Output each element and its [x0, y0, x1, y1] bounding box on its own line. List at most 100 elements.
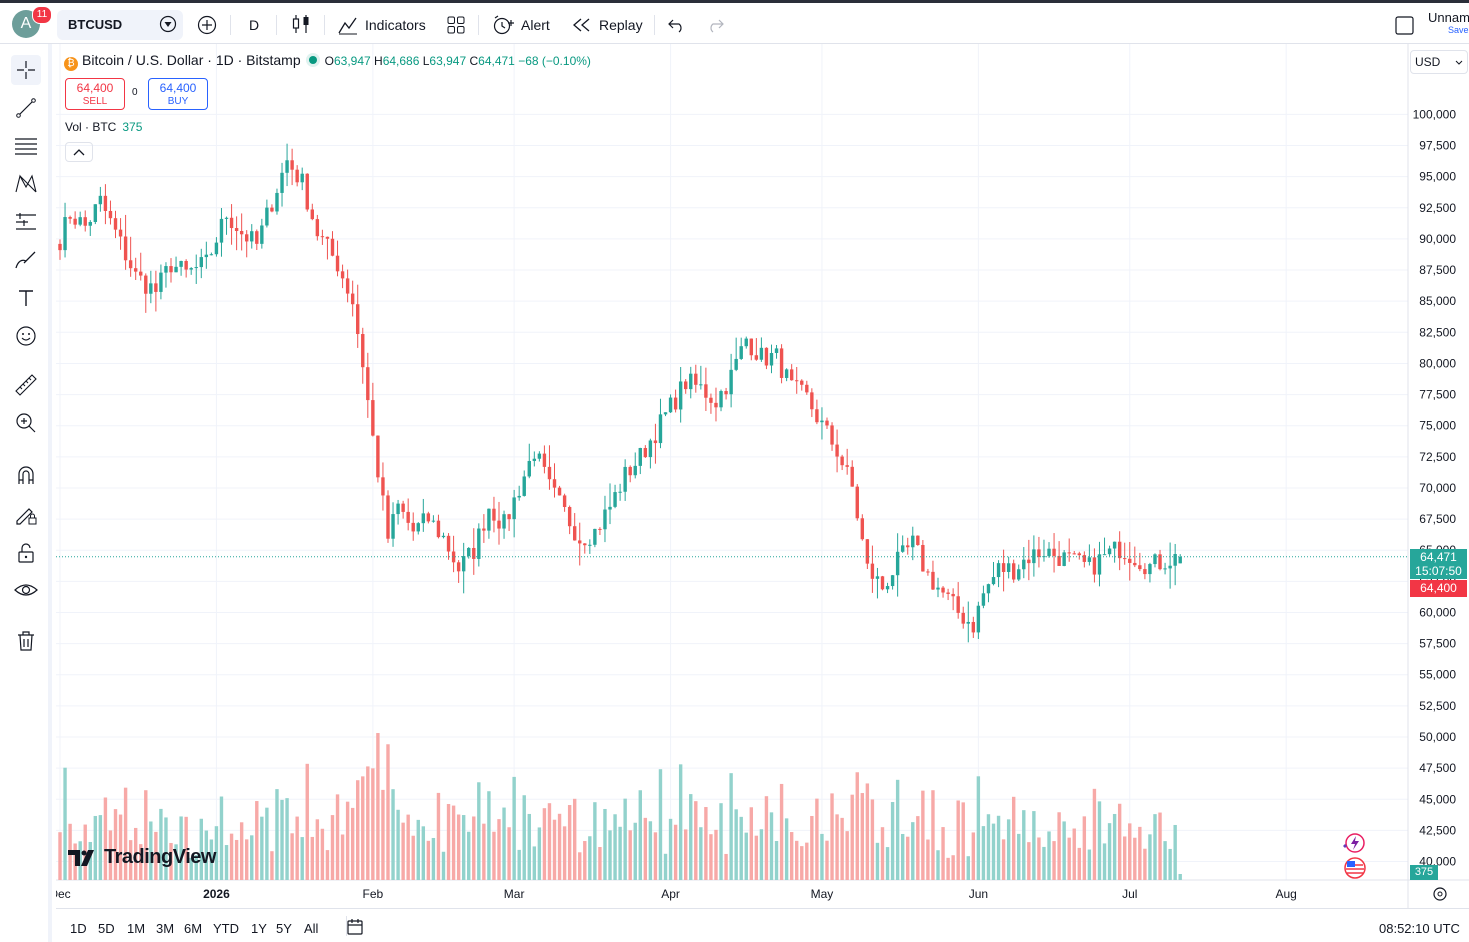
volume-bar [1087, 849, 1092, 880]
volume-bar [219, 796, 224, 880]
candle-body [628, 466, 632, 476]
templates-grid-icon[interactable] [447, 16, 465, 34]
volume-bar [245, 839, 249, 880]
range-1m[interactable]: 1M [127, 921, 146, 936]
range-all[interactable]: All [304, 921, 319, 936]
forecast-tool[interactable] [11, 207, 41, 237]
symbol-legend: ₿ Bitcoin / U.S. Dollar · 1D · Bitstamp O6… [64, 52, 591, 71]
measure-tool[interactable] [11, 370, 41, 400]
candle-body [436, 520, 441, 538]
trend-line-tool[interactable] [11, 93, 41, 123]
volume-bar [875, 842, 880, 880]
crosshair-tool[interactable] [11, 55, 41, 85]
toolbar-divider [324, 15, 325, 35]
candle-body [1067, 552, 1071, 554]
candle-body [890, 575, 895, 587]
interval-button[interactable]: D [249, 17, 260, 33]
alarm-clock-icon[interactable] [492, 14, 514, 36]
volume-bar [532, 846, 537, 880]
volume-bar [300, 837, 304, 880]
layout-save-status[interactable]: Save [1448, 25, 1469, 35]
magnet-tool[interactable] [11, 460, 41, 490]
collapse-legend-button[interactable] [65, 142, 93, 162]
candle-body [860, 518, 865, 540]
volume-bar [1153, 814, 1157, 880]
indicators-button[interactable]: Indicators [365, 17, 426, 33]
volume-bar [250, 835, 254, 880]
emoji-tool[interactable] [11, 321, 41, 351]
price-axis[interactable]: 100,000 97,500 95,000 92,500 90,000 87,500 85,… [1413, 107, 1457, 868]
replay-rewind-icon[interactable] [572, 17, 592, 33]
candle-body [335, 255, 340, 272]
price-tick-label: 77,500 [1419, 388, 1456, 402]
lightning-icon[interactable] [1341, 832, 1367, 854]
volume-bar [880, 827, 885, 880]
volume-bar [1158, 812, 1162, 880]
candle-body [855, 486, 859, 519]
symbol-search[interactable]: BTCUSD [57, 10, 183, 40]
volume-bar [1168, 848, 1172, 880]
candle-body [366, 367, 370, 401]
range-6m[interactable]: 6M [184, 921, 203, 936]
candle-body [951, 593, 955, 597]
fib-retracement-tool[interactable] [11, 131, 41, 161]
zoom-tool[interactable] [11, 408, 41, 438]
currency-select[interactable]: USD [1410, 50, 1468, 74]
brush-tool[interactable] [11, 245, 41, 275]
range-ytd[interactable]: YTD [213, 921, 239, 936]
candle-body [1062, 552, 1066, 566]
candle-body [719, 391, 723, 408]
fullscreen-layout-icon[interactable] [1395, 16, 1414, 35]
tradingview-watermark[interactable]: TradingView [68, 846, 216, 869]
volume-bar [663, 853, 668, 880]
toolbar-divider [654, 15, 655, 35]
redo-icon[interactable] [706, 17, 724, 33]
layout-name[interactable]: Unnam [1428, 10, 1469, 25]
candle-body [290, 160, 294, 170]
goto-date-calendar-icon[interactable] [345, 918, 365, 936]
series-title[interactable]: Bitcoin / U.S. Dollar · 1D · Bitstamp [82, 52, 301, 68]
bitcoin-logo-icon: ₿ [64, 57, 78, 71]
range-1y[interactable]: 1Y [251, 921, 267, 936]
compare-plus-icon[interactable] [197, 15, 217, 35]
range-5y[interactable]: 5Y [276, 921, 292, 936]
timezone-clock[interactable]: 08:52:10 UTC [1379, 921, 1460, 936]
range-3m[interactable]: 3M [156, 921, 175, 936]
hide-drawings-tool[interactable] [11, 576, 41, 606]
volume-bar [123, 787, 128, 880]
price-chart[interactable]: 100,000 97,500 95,000 92,500 90,000 87,500 85,… [56, 44, 1469, 908]
lock-drawings-tool[interactable] [11, 538, 41, 568]
alert-button[interactable]: Alert [521, 17, 550, 33]
volume-bar [810, 815, 814, 880]
pattern-tool[interactable] [11, 169, 41, 199]
volume-gear-icon[interactable] [1433, 887, 1447, 901]
range-5d[interactable]: 5D [98, 921, 115, 936]
indicators-icon[interactable] [338, 15, 358, 35]
volume-bar [184, 816, 188, 880]
market-open-status-icon[interactable] [308, 56, 317, 64]
sell-button[interactable]: 64,400 SELL [65, 78, 125, 110]
volume-bar [260, 816, 264, 880]
candle-body [477, 528, 481, 559]
volume-bar [441, 851, 446, 880]
time-axis[interactable]: Dec 2026 Feb Mar Apr May Jun Jul Aug [56, 887, 1297, 901]
undo-icon[interactable] [668, 17, 686, 33]
buy-button[interactable]: 64,400 BUY [148, 78, 208, 110]
volume-bar [1163, 841, 1167, 880]
notification-badge: 11 [32, 6, 52, 24]
volume-bar [1178, 874, 1182, 880]
text-tool[interactable] [11, 283, 41, 313]
remove-drawings-tool[interactable] [11, 626, 41, 656]
volume-legend-label[interactable]: Vol · BTC [65, 120, 117, 134]
price-tick-label: 52,500 [1419, 699, 1456, 713]
replay-button[interactable]: Replay [599, 17, 643, 33]
symbol-search-icon[interactable] [159, 15, 177, 33]
candle-body [1153, 554, 1157, 565]
candle-body [461, 556, 466, 572]
candle-body [386, 495, 390, 539]
us-flag-icon[interactable] [1343, 856, 1367, 880]
volume-bar [704, 807, 708, 880]
candles-chart-type-icon[interactable] [291, 13, 311, 35]
stay-in-drawing-mode-tool[interactable] [11, 500, 41, 530]
range-1d[interactable]: 1D [70, 921, 87, 936]
